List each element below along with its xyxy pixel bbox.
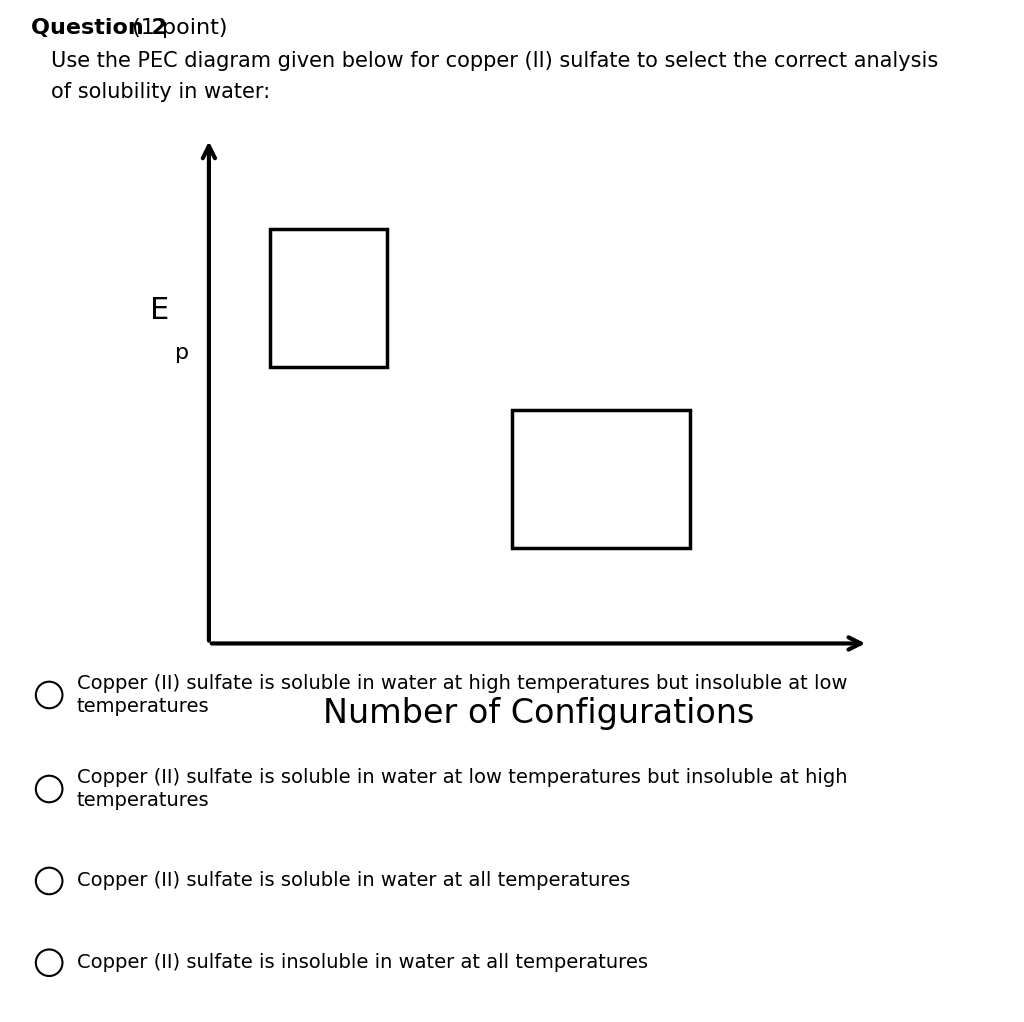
Text: Copper (II) sulfate is insoluble in water at all temperatures: Copper (II) sulfate is insoluble in wate… xyxy=(77,954,648,972)
Text: p: p xyxy=(175,343,189,363)
Text: Copper (II) sulfate is soluble in water at low temperatures but insoluble at hig: Copper (II) sulfate is soluble in water … xyxy=(77,769,847,787)
Text: E: E xyxy=(151,295,169,325)
Text: Copper (II) sulfate is soluble in water at all temperatures: Copper (II) sulfate is soluble in water … xyxy=(77,872,630,890)
Text: (1 point): (1 point) xyxy=(125,18,227,39)
Text: temperatures: temperatures xyxy=(77,697,210,715)
Text: UM: UM xyxy=(574,462,628,496)
Text: temperatures: temperatures xyxy=(77,791,210,809)
Text: of solubility in water:: of solubility in water: xyxy=(51,82,270,102)
Bar xyxy=(512,410,690,548)
Bar xyxy=(269,229,387,367)
Text: Number of Configurations: Number of Configurations xyxy=(323,697,755,730)
Text: M: M xyxy=(315,283,341,313)
Text: Copper (II) sulfate is soluble in water at high temperatures but insoluble at lo: Copper (II) sulfate is soluble in water … xyxy=(77,675,847,693)
Text: Question 2: Question 2 xyxy=(31,18,167,39)
Text: Use the PEC diagram given below for copper (II) sulfate to select the correct an: Use the PEC diagram given below for copp… xyxy=(51,51,938,72)
